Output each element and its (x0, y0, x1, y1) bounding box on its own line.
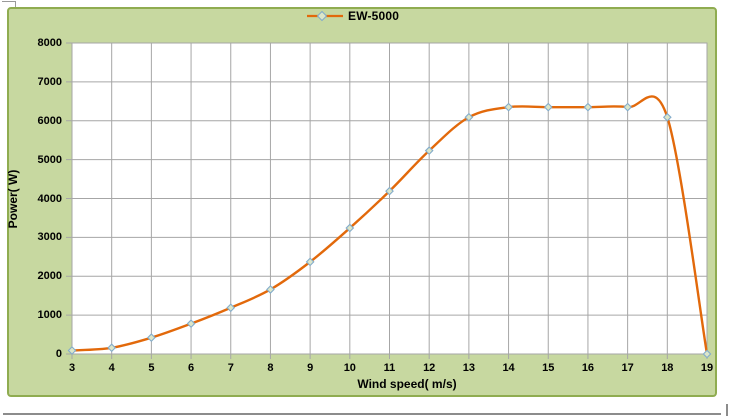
data-point-marker[interactable] (543, 102, 553, 112)
data-point-marker[interactable] (504, 102, 513, 112)
x-tick-label: 17 (621, 362, 634, 374)
x-tick-label: 5 (148, 362, 155, 374)
data-point-marker[interactable] (702, 349, 712, 359)
y-tick-label: 4000 (37, 192, 62, 205)
data-point-marker[interactable] (67, 346, 77, 355)
legend-series-marker-icon (307, 10, 343, 22)
y-tick-label: 2000 (37, 270, 62, 283)
legend[interactable]: EW-5000 (306, 8, 399, 24)
data-point-marker[interactable] (464, 112, 474, 122)
x-tick-label: 11 (383, 362, 396, 374)
data-point-marker[interactable] (623, 102, 633, 112)
x-tick-label: 8 (267, 362, 274, 374)
x-tick-label: 9 (307, 362, 314, 374)
y-tick-label: 5000 (37, 153, 62, 166)
data-point-marker[interactable] (186, 319, 196, 329)
x-tick-label: 16 (581, 362, 595, 374)
x-tick-label: 14 (502, 362, 515, 374)
data-point-marker[interactable] (305, 257, 315, 267)
data-point-marker[interactable] (146, 333, 156, 343)
y-tick-label: 8000 (37, 37, 62, 49)
data-point-marker[interactable] (107, 343, 117, 353)
x-axis-title: Wind speed( m/s) (357, 377, 457, 391)
worksheet-gridline-artifact (726, 404, 728, 416)
x-tick-label: 4 (108, 362, 115, 374)
y-tick-label: 0 (55, 348, 62, 360)
legend-label: EW-5000 (348, 9, 400, 23)
data-point-marker[interactable] (345, 223, 355, 233)
x-tick-label: 7 (227, 362, 234, 374)
x-tick-label: 10 (343, 362, 356, 374)
data-point-marker[interactable] (266, 285, 275, 294)
y-tick-label: 6000 (37, 114, 62, 127)
x-tick-label: 12 (423, 362, 436, 374)
data-point-marker[interactable] (385, 186, 394, 196)
x-tick-label: 15 (542, 362, 555, 374)
y-tick-label: 1000 (37, 309, 62, 322)
x-tick-label: 3 (68, 362, 76, 374)
cell-corner-artifact (2, 1, 16, 2)
data-point-marker[interactable] (226, 303, 236, 313)
x-tick-label: 18 (661, 362, 674, 374)
x-tick-label: 19 (700, 362, 714, 374)
worksheet-gridline-artifact (3, 413, 721, 415)
x-tick-label: 13 (462, 362, 475, 374)
cell-corner-artifact (15, 1, 16, 8)
data-point-marker[interactable] (583, 102, 593, 112)
x-tick-label: 6 (188, 362, 195, 374)
y-tick-label: 3000 (37, 231, 62, 244)
data-point-marker[interactable] (662, 112, 672, 122)
data-point-marker[interactable] (424, 146, 434, 156)
y-tick-label: 7000 (37, 75, 62, 88)
